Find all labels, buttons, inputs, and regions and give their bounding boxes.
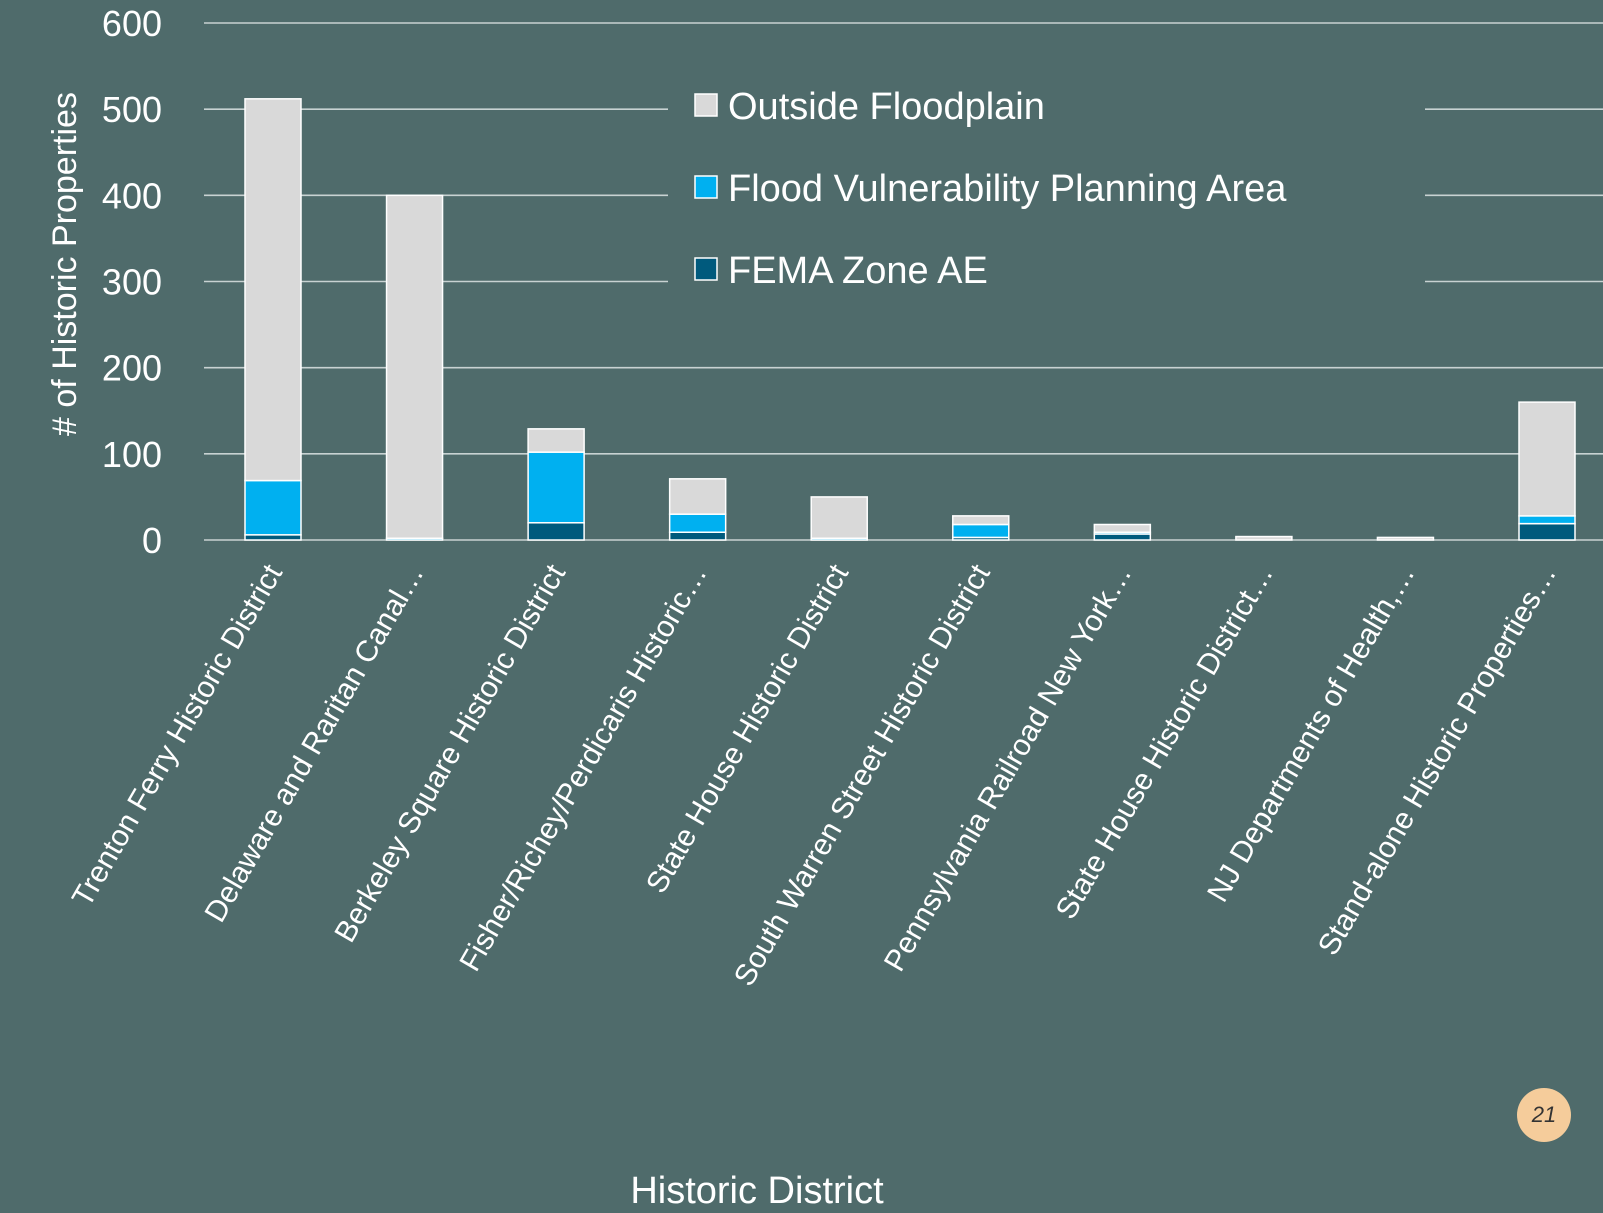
- bar-segment-outside: [527, 428, 585, 453]
- bar-segment-outside: [1093, 523, 1152, 533]
- bar-segment-fema: [1518, 522, 1576, 541]
- x-tick-label: Fisher/Richey/Perdicaris Historic…: [453, 559, 713, 977]
- x-tick-label: Pennsylvania Railroad New York…: [878, 559, 1138, 977]
- legend-label-fema: FEMA Zone AE: [728, 250, 988, 292]
- bar-segment-fema: [668, 531, 727, 541]
- bar-segment-fema: [527, 522, 585, 541]
- bar-segment-outside: [1518, 401, 1576, 517]
- bar-segment-outside: [1235, 535, 1293, 541]
- bar-segment-flood: [952, 523, 1010, 539]
- bar-segment-outside: [952, 515, 1010, 526]
- x-axis-ticks: Trenton Ferry Historic DistrictDelaware …: [66, 558, 1563, 991]
- bar-segment-flood: [527, 451, 585, 524]
- x-tick-label: Stand-alone Historic Properties…: [1312, 559, 1563, 961]
- y-tick-label: 400: [102, 175, 162, 216]
- bar-segment-flood: [668, 513, 727, 533]
- y-axis-label: # of Historic Properties: [46, 92, 84, 436]
- bar-segment-fema: [244, 534, 302, 541]
- legend-label-flood: Flood Vulnerability Planning Area: [728, 168, 1287, 210]
- y-axis-ticks: 0 100 200 300 400 500 600: [102, 3, 162, 561]
- y-tick-label: 600: [102, 3, 162, 44]
- bar-segment-flood: [1518, 515, 1576, 525]
- bar-segment-outside: [668, 478, 727, 515]
- page-number-badge: 21: [1517, 1088, 1571, 1142]
- bar-segment-outside: [244, 98, 302, 482]
- y-tick-label: 200: [102, 348, 162, 389]
- legend-label-outside: Outside Floodplain: [728, 86, 1045, 128]
- x-tick-label: Berkeley Square Historic District: [329, 558, 573, 948]
- bar-segment-flood: [244, 479, 302, 536]
- y-tick-label: 0: [142, 520, 162, 561]
- legend-swatch-outside: [694, 93, 718, 117]
- bar-segment-outside: [1376, 536, 1435, 541]
- y-tick-label: 100: [102, 434, 162, 475]
- y-tick-label: 300: [102, 262, 162, 303]
- bar-segment-fema: [1093, 533, 1152, 541]
- y-tick-label: 500: [102, 89, 162, 130]
- bars: [244, 98, 1576, 541]
- legend-swatch-fema: [694, 257, 718, 281]
- bar-segment-outside: [385, 194, 444, 540]
- legend-box: [668, 82, 1425, 304]
- x-axis-label: Historic District: [630, 1170, 884, 1212]
- bar-segment-outside: [810, 496, 868, 540]
- legend-swatch-flood: [694, 175, 718, 199]
- x-tick-label: South Warren Street Historic District: [728, 558, 997, 991]
- legend: Outside Floodplain Flood Vulnerability Pl…: [668, 82, 1425, 304]
